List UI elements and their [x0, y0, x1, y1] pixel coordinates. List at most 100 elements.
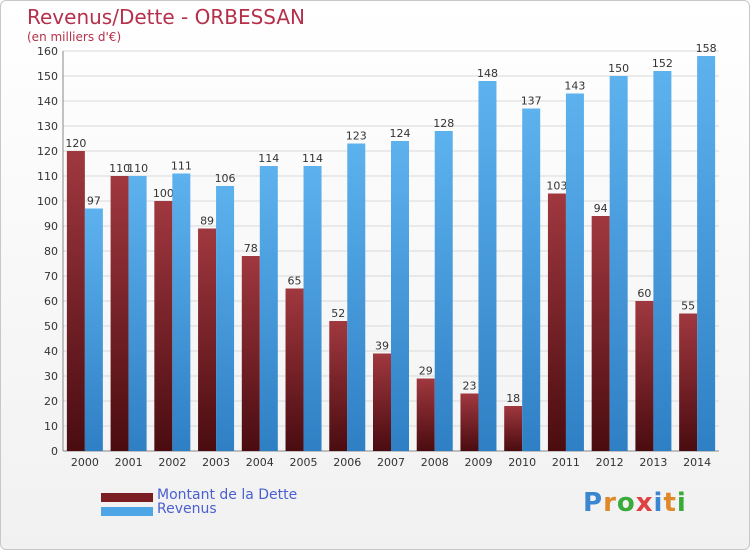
- bar-dette: [241, 256, 260, 451]
- logo-letter: t: [663, 488, 677, 518]
- data-label-dette: 52: [331, 307, 345, 320]
- x-tick-label: 2001: [115, 456, 143, 469]
- bar-revenus: [565, 93, 584, 451]
- data-label-dette: 110: [109, 162, 130, 175]
- data-label-dette: 94: [594, 202, 608, 215]
- data-label-dette: 29: [419, 365, 433, 378]
- logo-letter: o: [616, 488, 636, 518]
- bar-dette: [329, 321, 348, 451]
- data-label-revenus: 158: [696, 42, 717, 55]
- bar-revenus: [478, 81, 497, 451]
- data-label-revenus: 114: [258, 152, 279, 165]
- y-tick-label: 90: [44, 220, 58, 233]
- data-label-dette: 103: [546, 180, 567, 193]
- x-tick-label: 2011: [552, 456, 580, 469]
- data-label-revenus: 123: [346, 130, 367, 143]
- legend-swatch-revenus: [101, 507, 153, 516]
- logo-letter: P: [583, 488, 604, 518]
- x-tick-label: 2003: [202, 456, 230, 469]
- y-tick-label: 60: [44, 295, 58, 308]
- bar-dette: [198, 228, 217, 451]
- y-tick-label: 160: [37, 45, 58, 58]
- bar-revenus: [259, 166, 278, 451]
- x-tick-label: 2006: [333, 456, 361, 469]
- x-tick-label: 2005: [290, 456, 318, 469]
- bar-dette: [373, 353, 391, 451]
- y-tick-label: 30: [44, 370, 58, 383]
- proxiti-logo: Proxiti: [583, 488, 687, 518]
- data-label-dette: 39: [375, 340, 389, 353]
- data-label-dette: 120: [65, 137, 86, 150]
- bar-dette: [416, 378, 435, 451]
- bar-dette: [285, 288, 304, 451]
- y-tick-label: 140: [37, 95, 58, 108]
- bar-dette: [154, 201, 173, 451]
- y-tick-label: 150: [37, 70, 58, 83]
- logo-letter: i: [676, 488, 687, 518]
- x-tick-label: 2002: [158, 456, 186, 469]
- data-label-revenus: 148: [477, 67, 498, 80]
- data-label-dette: 78: [244, 242, 258, 255]
- data-label-dette: 55: [681, 300, 695, 313]
- y-tick-label: 70: [44, 270, 58, 283]
- x-tick-label: 2004: [246, 456, 274, 469]
- legend-label-revenus: Revenus: [157, 501, 217, 517]
- data-label-revenus: 114: [302, 152, 323, 165]
- y-tick-label: 100: [37, 195, 58, 208]
- bar-dette: [110, 176, 129, 451]
- data-label-revenus: 124: [390, 127, 411, 140]
- chart-title: Revenus/Dette - ORBESSAN: [27, 5, 305, 29]
- y-tick-label: 10: [44, 420, 58, 433]
- data-label-revenus: 128: [433, 117, 454, 130]
- y-tick-label: 20: [44, 395, 58, 408]
- chart-subtitle: (en milliers d'€): [27, 30, 122, 44]
- logo-letter: i: [653, 488, 664, 518]
- bar-dette: [504, 406, 523, 451]
- bar-revenus: [653, 71, 672, 451]
- data-label-revenus: 111: [171, 160, 192, 173]
- bar-revenus: [128, 176, 147, 451]
- bar-revenus: [391, 141, 409, 451]
- x-tick-label: 2007: [377, 456, 405, 469]
- bar-revenus: [84, 208, 103, 451]
- bar-revenus: [522, 108, 541, 451]
- bar-dette: [66, 151, 85, 451]
- bar-revenus: [347, 143, 366, 451]
- x-tick-label: 2010: [508, 456, 536, 469]
- legend-label-dette: Montant de la Dette: [157, 487, 298, 503]
- bar-dette: [679, 313, 698, 451]
- x-tick-label: 2014: [683, 456, 711, 469]
- bar-dette: [460, 393, 479, 451]
- logo-letter: x: [635, 488, 654, 518]
- bar-revenus: [434, 131, 453, 451]
- x-tick-label: 2012: [596, 456, 624, 469]
- x-tick-label: 2008: [421, 456, 449, 469]
- data-label-revenus: 137: [521, 95, 542, 108]
- data-label-dette: 23: [462, 380, 476, 393]
- logo-letter: r: [603, 488, 617, 518]
- bar-revenus: [609, 76, 628, 451]
- y-tick-label: 120: [37, 145, 58, 158]
- y-tick-label: 0: [51, 445, 58, 458]
- data-label-revenus: 152: [652, 57, 673, 70]
- data-label-revenus: 110: [127, 162, 148, 175]
- y-tick-label: 80: [44, 245, 58, 258]
- data-label-revenus: 97: [87, 195, 101, 208]
- data-label-revenus: 150: [608, 62, 629, 75]
- data-label-dette: 89: [200, 215, 214, 228]
- bar-revenus: [303, 166, 322, 451]
- data-label-dette: 100: [153, 187, 174, 200]
- bar-dette: [591, 216, 610, 451]
- y-tick-label: 130: [37, 120, 58, 133]
- y-tick-label: 50: [44, 320, 58, 333]
- x-tick-label: 2009: [464, 456, 492, 469]
- x-tick-label: 2013: [639, 456, 667, 469]
- bar-revenus: [216, 186, 235, 451]
- bar-dette: [547, 193, 566, 451]
- data-label-revenus: 106: [215, 172, 236, 185]
- bar-revenus: [172, 173, 191, 451]
- y-tick-label: 110: [37, 170, 58, 183]
- x-tick-label: 2000: [71, 456, 99, 469]
